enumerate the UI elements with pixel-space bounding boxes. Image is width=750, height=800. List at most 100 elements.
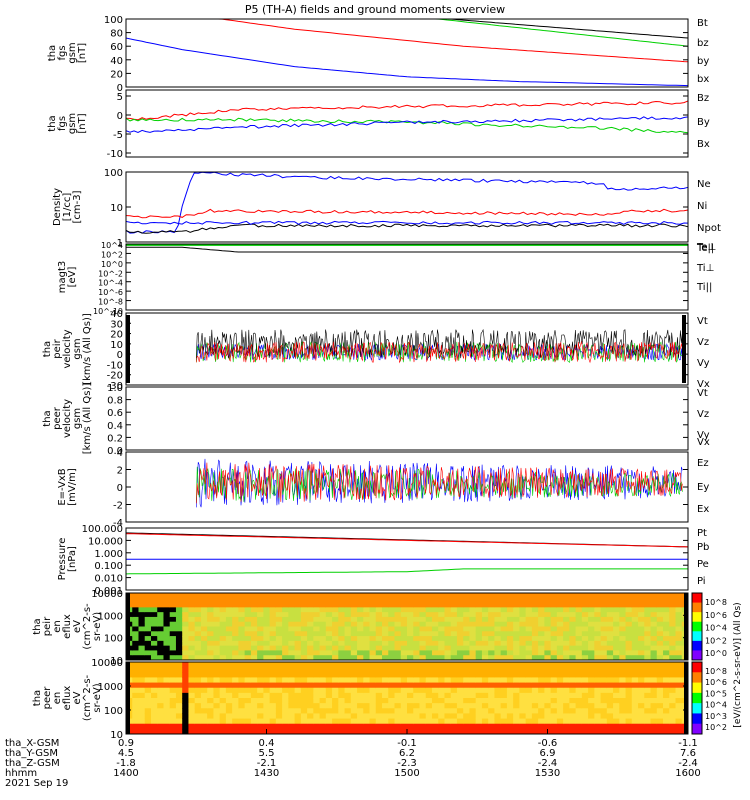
heatmap-cell (469, 626, 477, 632)
heatmap-cell (332, 708, 339, 714)
heatmap-cell (232, 692, 239, 699)
heatmap-cell (188, 728, 196, 735)
heatmap-cell (581, 621, 589, 627)
heatmap-cell (413, 708, 420, 714)
heatmap-cell (481, 650, 489, 656)
heatmap-cell (519, 662, 527, 668)
heatmap-cell (225, 718, 233, 725)
heatmap-cell (200, 607, 208, 613)
heatmap-cell (638, 626, 645, 632)
heatmap-cell (619, 728, 627, 735)
heatmap-cell (300, 692, 308, 699)
heatmap-cell (619, 662, 627, 668)
heatmap-cell (663, 713, 670, 720)
heatmap-cell (413, 607, 420, 613)
heatmap-cell (569, 713, 577, 720)
heatmap-cell (132, 687, 139, 694)
heatmap-cell (494, 650, 502, 656)
heatmap-cell (494, 718, 502, 725)
heatmap-cell (575, 713, 583, 720)
heatmap-cell (650, 597, 658, 604)
heatmap-cell (263, 713, 271, 720)
heatmap-cell (269, 718, 277, 725)
heatmap-cell (431, 650, 439, 656)
heatmap-cell (419, 607, 427, 613)
heatmap-cell (556, 616, 564, 623)
heatmap-cell (138, 640, 146, 647)
heatmap-cell (431, 718, 439, 725)
heatmap-cell (644, 645, 652, 651)
heatmap-cell (244, 607, 252, 613)
heatmap-cell (238, 612, 246, 618)
heatmap-cell (494, 677, 502, 684)
heatmap-cell (244, 662, 252, 668)
heatmap-cell (219, 703, 227, 709)
heatmap-cell (225, 667, 233, 673)
heatmap-cell (544, 640, 552, 647)
heatmap-cell (581, 593, 589, 599)
heatmap-cell (600, 662, 608, 668)
legend-entry-Vz: Vz (697, 337, 709, 348)
heatmap-cell (238, 718, 246, 725)
heatmap-cell (250, 640, 258, 647)
heatmap-cell (438, 682, 445, 689)
heatmap-cell (219, 636, 227, 642)
heatmap-cell (475, 631, 483, 637)
heatmap-cell (207, 597, 214, 604)
heatmap-cell (307, 593, 314, 599)
heatmap-cell (650, 655, 658, 661)
heatmap-cell (338, 672, 346, 678)
heatmap-cell (644, 631, 652, 637)
heatmap-cell (207, 713, 214, 720)
heatmap-cell (531, 597, 539, 604)
heatmap-cell (538, 631, 545, 637)
heatmap-cell (382, 621, 389, 627)
heatmap-cell (263, 607, 271, 613)
heatmap-cell (594, 687, 602, 694)
heatmap-cell (469, 723, 477, 730)
y-tick-label: 0.4 (107, 421, 123, 432)
y-tick-label: -20 (107, 371, 123, 382)
heatmap-cell (538, 687, 545, 694)
x-tick-label: 0.9 (118, 738, 134, 749)
heatmap-cell (513, 640, 520, 647)
heatmap-cell (556, 682, 564, 689)
heatmap-cell (469, 607, 477, 613)
heatmap-cell (350, 667, 358, 673)
heatmap-cell (481, 616, 489, 623)
heatmap-cell (450, 602, 458, 608)
heatmap-cell (425, 602, 433, 608)
heatmap-cell (531, 677, 539, 684)
heatmap-cell (344, 698, 352, 704)
heatmap-cell (188, 616, 196, 623)
heatmap-cell (544, 723, 552, 730)
heatmap-cell (194, 626, 202, 632)
heatmap-cell (238, 662, 246, 668)
heatmap-cell (250, 728, 258, 735)
heatmap-cell (382, 650, 389, 656)
heatmap-cell (363, 650, 371, 656)
heatmap-cell (469, 703, 477, 709)
heatmap-cell (369, 602, 377, 608)
heatmap-cell (213, 728, 221, 735)
heatmap-cell (606, 662, 614, 668)
heatmap-cell (644, 662, 652, 668)
heatmap-cell (407, 728, 414, 735)
heatmap-cell (213, 698, 221, 704)
heatmap-cell (656, 718, 664, 725)
heatmap-cell (269, 612, 277, 618)
heatmap-cell (419, 708, 427, 714)
heatmap-cell (656, 645, 664, 651)
heatmap-cell (419, 612, 427, 618)
heatmap-cell (456, 645, 464, 651)
heatmap-cell (413, 672, 420, 678)
heatmap-cell (269, 626, 277, 632)
heatmap-cell (275, 636, 283, 642)
heatmap-cell (357, 607, 364, 613)
heatmap-cell (182, 698, 189, 704)
heatmap-cell (531, 636, 539, 642)
x-tick-label: 6.2 (399, 748, 415, 759)
heatmap-cell (357, 597, 364, 604)
heatmap-cell (638, 692, 645, 699)
heatmap-cell (494, 667, 502, 673)
